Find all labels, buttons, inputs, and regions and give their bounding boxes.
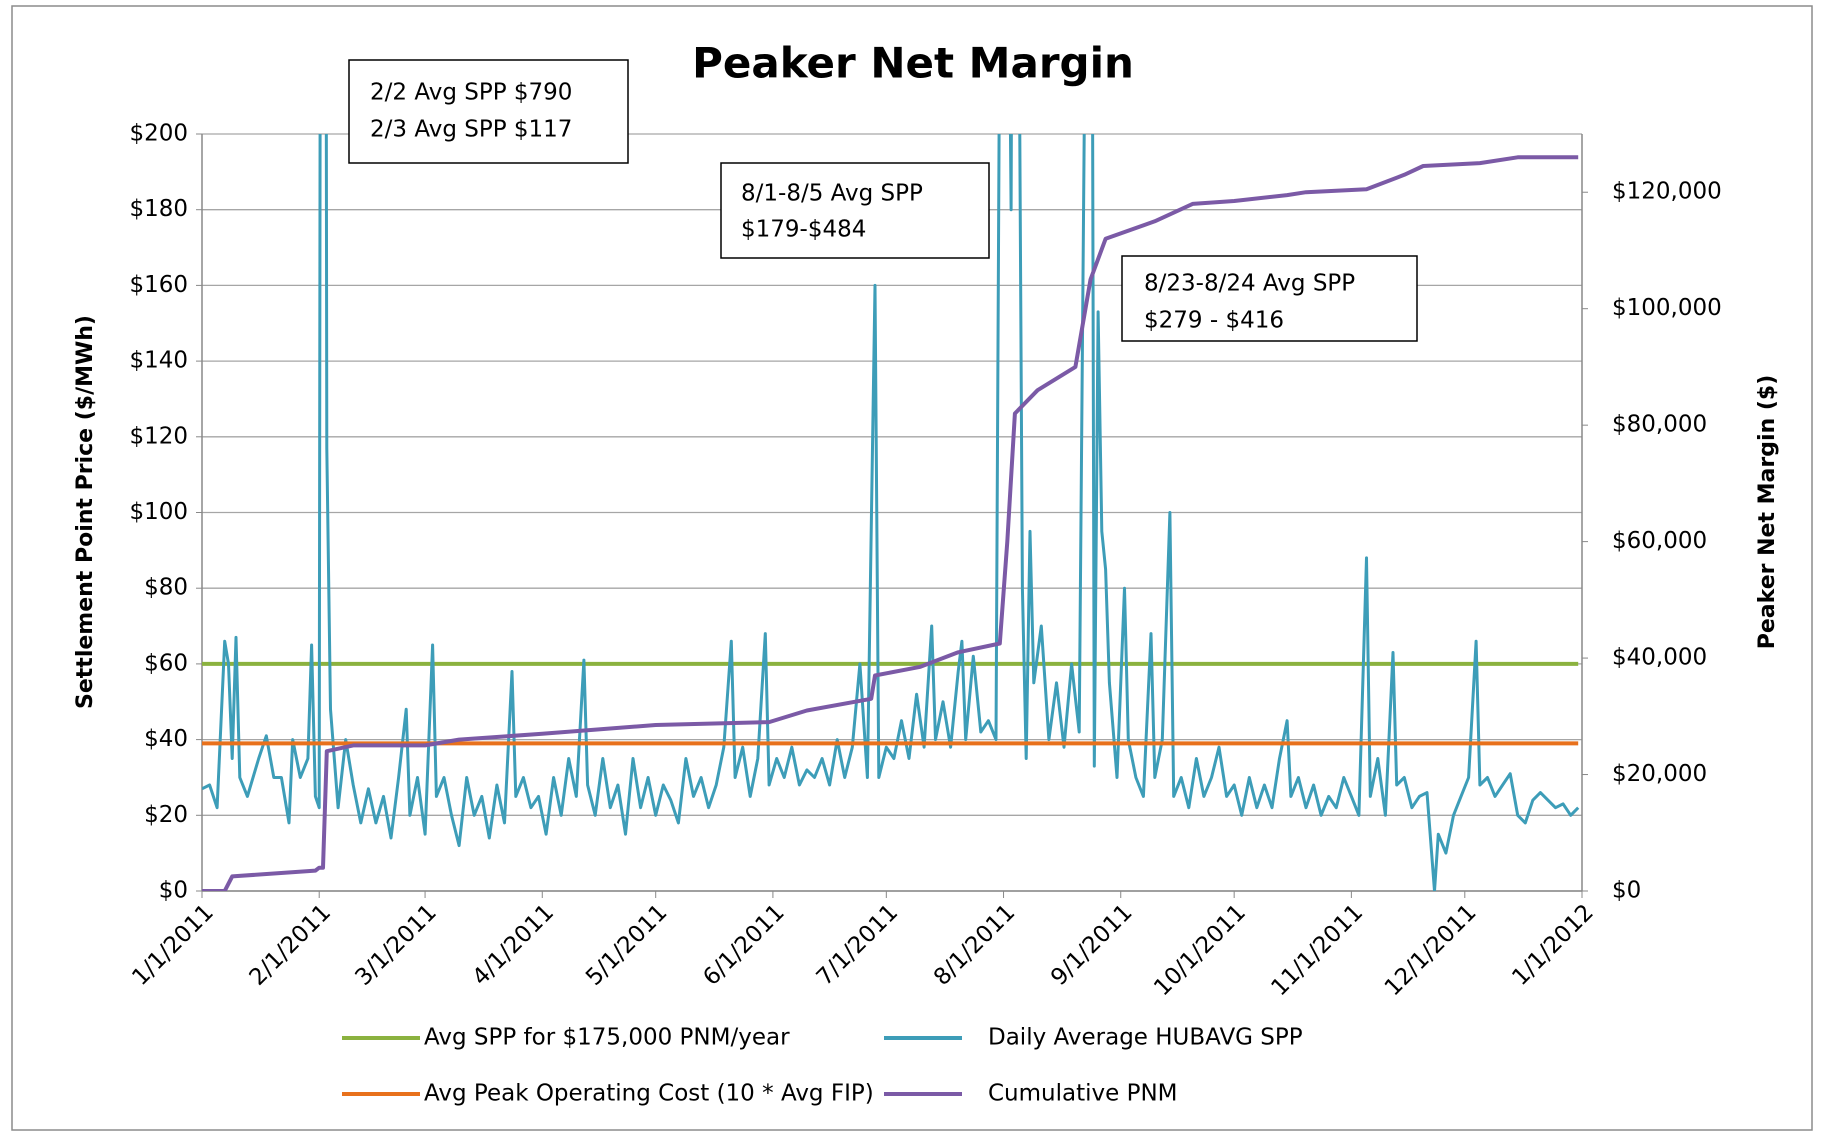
chart-title: Peaker Net Margin (692, 39, 1134, 88)
y-tick-label: $200 (129, 121, 188, 147)
y2-tick-label: $40,000 (1612, 645, 1707, 671)
y2-tick-label: $120,000 (1612, 179, 1722, 205)
y-tick-label: $100 (129, 499, 188, 525)
annotation-text: $179-$484 (741, 217, 866, 243)
y-tick-label: $20 (144, 802, 188, 828)
y-tick-label: $140 (129, 348, 188, 374)
y2-tick-label: $0 (1612, 878, 1641, 904)
y-tick-label: $0 (159, 878, 188, 904)
y-tick-label: $160 (129, 272, 188, 298)
series-line (202, 134, 1580, 891)
annotation-text: 8/1-8/5 Avg SPP (741, 181, 923, 207)
annotation-text: $279 - $416 (1144, 308, 1284, 334)
plot-area (202, 134, 1580, 891)
y2-tick-label: $80,000 (1612, 412, 1707, 438)
y-tick-label: $180 (129, 196, 188, 222)
y-tick-label: $60 (144, 650, 188, 676)
series-line (202, 155, 1579, 891)
annotation-text: 8/23-8/24 Avg SPP (1144, 271, 1355, 297)
legend-label: Cumulative PNM (988, 1081, 1178, 1107)
annotation-box (1121, 255, 1418, 342)
y2-tick-label: $60,000 (1612, 528, 1707, 554)
annotation-text: 2/3 Avg SPP $117 (370, 117, 572, 143)
legend-label: Daily Average HUBAVG SPP (988, 1025, 1303, 1051)
y-tick-label: $80 (144, 575, 188, 601)
legend-label: Avg SPP for $175,000 PNM/year (424, 1025, 790, 1051)
y-tick-label: $40 (144, 726, 188, 752)
y2-tick-label: $100,000 (1612, 295, 1722, 321)
y-axis-label: Settlement Point Price ($/MWh) (73, 315, 98, 709)
annotation-box (348, 59, 629, 164)
annotation-box (720, 162, 990, 259)
annotation-text: 2/2 Avg SPP $790 (370, 80, 572, 106)
y2-tick-label: $20,000 (1612, 761, 1707, 787)
legend-label: Avg Peak Operating Cost (10 * Avg FIP) (424, 1081, 874, 1107)
y2-axis-label: Peaker Net Margin ($) (1755, 375, 1780, 649)
y-tick-label: $120 (129, 423, 188, 449)
